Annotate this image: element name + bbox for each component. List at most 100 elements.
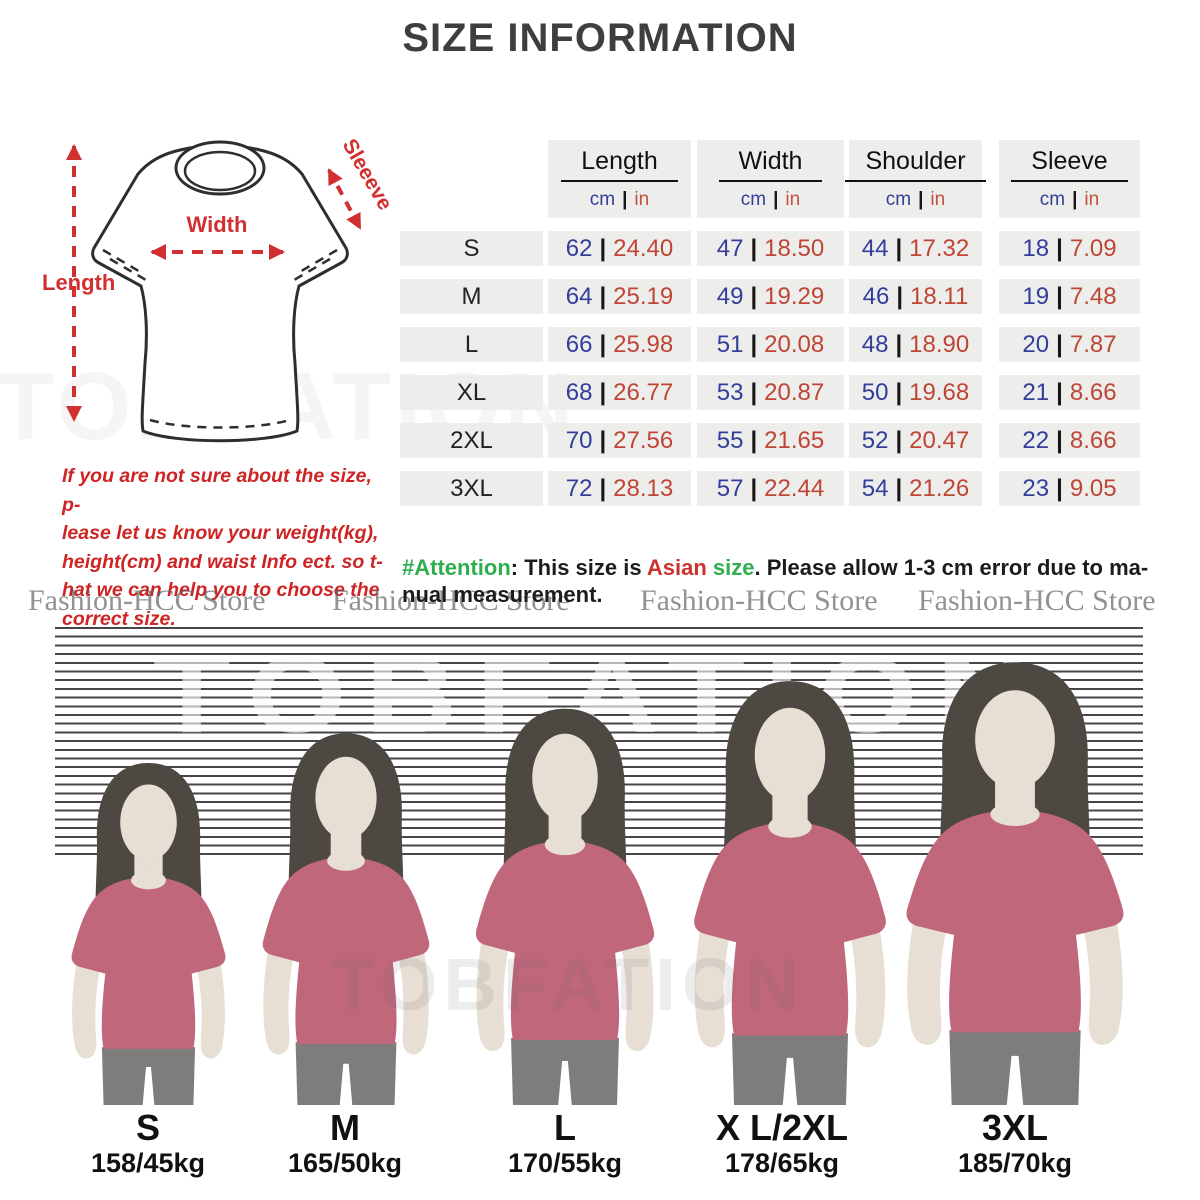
in-value: 19.29: [764, 282, 825, 310]
measurement-cell: 18 | 7.09: [999, 231, 1140, 266]
width-label: Width: [187, 212, 248, 237]
attention-line-1: #Attention: This size is Asian size. Ple…: [402, 554, 1192, 581]
figure-height-weight: 178/65kg: [724, 1148, 840, 1178]
unit-in: in: [930, 189, 946, 210]
page-title: SIZE INFORMATION: [402, 16, 798, 60]
cm-value: 22: [1022, 426, 1050, 454]
unit-cm: cm: [740, 189, 767, 210]
in-value: 17.32: [909, 234, 970, 262]
separator: |: [1056, 426, 1063, 454]
model-figure-m: [262, 733, 430, 1105]
size-cell: L: [400, 327, 543, 362]
in-value: 20.87: [764, 378, 825, 406]
attention-hash: #Attention: [402, 555, 511, 580]
unit-in: in: [1084, 189, 1100, 210]
cm-value: 19: [1022, 282, 1050, 310]
figure-label: X L/2XL 178/65kg: [662, 1107, 902, 1179]
separator: |: [1056, 234, 1063, 262]
measurement-cell: 20 | 7.87: [999, 327, 1140, 362]
cm-value: 72: [565, 474, 593, 502]
size-advice-note: If you are not sure about the size, p- l…: [62, 462, 392, 633]
store-watermark: Fashion-HCC Store: [28, 584, 266, 617]
in-value: 22.44: [764, 474, 825, 502]
in-value: 7.87: [1069, 330, 1117, 358]
separator: |: [622, 189, 628, 210]
separator: |: [895, 378, 903, 406]
attention-size-word: size: [706, 555, 755, 580]
cm-value: 20: [1022, 330, 1050, 358]
separator: |: [895, 474, 903, 502]
sleeve-arrow: [327, 168, 362, 230]
attention-line-2: nual measurement.: [402, 582, 603, 607]
figure-label: M 165/50kg: [225, 1107, 465, 1179]
attention-lead: : This size is: [510, 555, 647, 580]
separator: |: [750, 378, 758, 406]
table-row: M 64 | 25.19 49 | 19.29 46 | 18.11 19 | 7.48: [400, 279, 1145, 314]
in-value: 8.66: [1069, 426, 1117, 454]
cm-value: 54: [861, 474, 889, 502]
in-value: 8.66: [1069, 378, 1117, 406]
column-label: Sleeve: [1011, 147, 1128, 182]
cm-value: 52: [861, 426, 889, 454]
tshirt-measurement-diagram: Length Width Sleeeve: [42, 135, 397, 443]
measurement-cell: 52 | 20.47: [849, 423, 982, 458]
size-table: Length cm | in Width cm | in Shoulder cm | in …: [400, 140, 1145, 519]
measurement-cell: 47 | 18.50: [697, 231, 844, 266]
size-cell: 2XL: [400, 423, 543, 458]
cm-value: 53: [716, 378, 744, 406]
in-value: 27.56: [613, 426, 674, 454]
cm-value: 44: [861, 234, 889, 262]
table-row: XL 68 | 26.77 53 | 20.87 50 | 19.68 21 | 8.66: [400, 375, 1145, 410]
measurement-cell: 51 | 20.08: [697, 327, 844, 362]
in-value: 25.19: [613, 282, 674, 310]
in-value: 20.08: [764, 330, 825, 358]
measurement-cell: 68 | 26.77: [548, 375, 691, 410]
figure-height-weight: 158/45kg: [90, 1148, 206, 1178]
cm-value: 23: [1022, 474, 1050, 502]
model-figure-3xl: [906, 662, 1124, 1105]
size-cell: 3XL: [400, 471, 543, 506]
separator: |: [599, 234, 607, 262]
separator: |: [750, 426, 758, 454]
in-value: 7.09: [1069, 234, 1117, 262]
store-watermark: Fashion-HCC Store: [918, 584, 1156, 617]
cm-value: 64: [565, 282, 593, 310]
table-row: 3XL 72 | 28.13 57 | 22.44 54 | 21.26 23 | 9.05: [400, 471, 1145, 506]
figure-label: L 170/55kg: [445, 1107, 685, 1179]
cm-value: 46: [862, 282, 890, 310]
unit-in: in: [634, 189, 650, 210]
figure-size: M: [330, 1107, 360, 1148]
measurement-cell: 66 | 25.98: [548, 327, 691, 362]
column-label: Length: [561, 147, 678, 182]
figure-size: L: [554, 1107, 576, 1148]
in-value: 19.68: [909, 378, 970, 406]
cm-value: 47: [716, 234, 744, 262]
note-line: lease let us know your weight(kg),: [62, 522, 379, 544]
in-value: 25.98: [613, 330, 674, 358]
note-line: correct size.: [62, 607, 176, 630]
measurement-cell: 53 | 20.87: [697, 375, 844, 410]
model-figure-xl: [694, 681, 886, 1105]
in-value: 18.50: [764, 234, 825, 262]
model-figure-l: [475, 708, 655, 1105]
note-line: height(cm) and waist Info ect. so t-: [62, 550, 383, 573]
figure-size: X L/2XL: [715, 1107, 849, 1148]
store-watermark: Fashion-HCC Store: [640, 584, 878, 617]
tshirt-outline: [91, 144, 349, 443]
in-value: 26.77: [613, 378, 674, 406]
separator: |: [599, 378, 607, 406]
separator: |: [895, 426, 903, 454]
size-cell: M: [400, 279, 543, 314]
measurement-cell: 23 | 9.05: [999, 471, 1140, 506]
separator: |: [750, 330, 758, 358]
in-value: 20.47: [909, 426, 970, 454]
separator: |: [599, 330, 607, 358]
collar-inner: [183, 150, 257, 192]
measurement-cell: 49 | 19.29: [697, 279, 844, 314]
in-value: 24.40: [613, 234, 674, 262]
separator: |: [773, 189, 779, 210]
in-value: 18.11: [910, 282, 969, 310]
column-header-sleeve: Sleeve cm | in: [999, 140, 1140, 218]
in-value: 21.65: [764, 426, 825, 454]
cm-value: 50: [861, 378, 889, 406]
